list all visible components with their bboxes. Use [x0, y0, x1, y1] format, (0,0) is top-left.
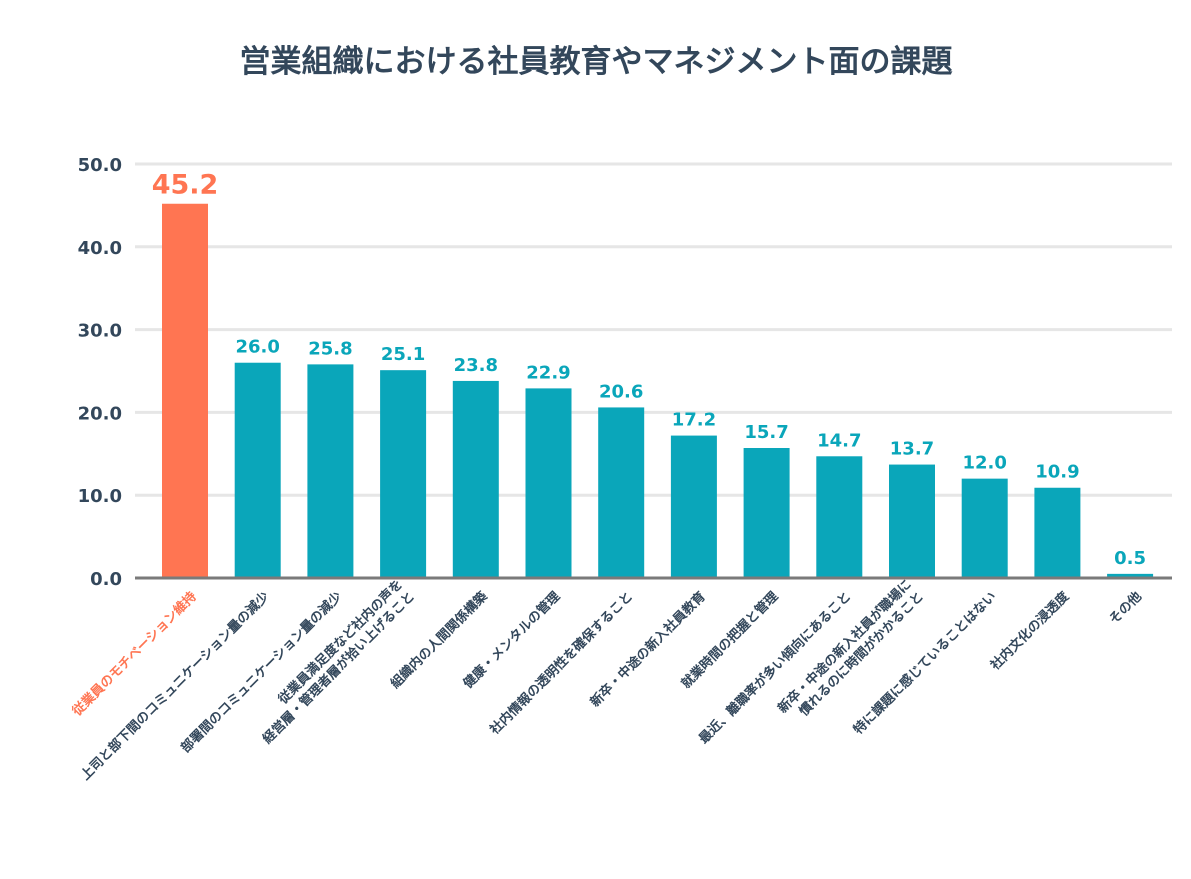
x-tick-label-line: 従業員のモチベーション維持 — [68, 589, 199, 720]
y-tick-label: 10.0 — [78, 486, 122, 507]
bar — [961, 478, 1008, 578]
x-tick-label-line: 経営層・管理者層が拾い上げること — [260, 589, 418, 747]
bars — [162, 203, 1154, 578]
value-label: 12.0 — [962, 453, 1006, 474]
y-tick-label: 20.0 — [78, 403, 122, 424]
bar — [1107, 573, 1154, 578]
x-tick-label-line: 新卒・中途の新入社員教育 — [587, 589, 709, 711]
x-tick-label: 社内情報の透明性を確保すること — [486, 589, 636, 739]
x-tick-label-line: その他 — [1106, 589, 1145, 628]
x-tick-label: 従業員のモチベーション維持 — [68, 589, 199, 720]
value-label: 14.7 — [817, 430, 861, 451]
value-label: 10.9 — [1035, 462, 1079, 483]
x-axis-labels: 従業員のモチベーション維持上司と部下間のコミュニケーション量の減少部署間のコミュ… — [68, 576, 1144, 783]
y-tick-label: 50.0 — [78, 155, 122, 176]
bar — [380, 370, 427, 578]
value-label: 23.8 — [454, 355, 498, 376]
value-labels: 45.2 26.0 25.8 25.1 23.8 22.9 20.6 17.2 15.7 14.7… — [152, 170, 1146, 569]
y-axis-ticks: 0.0 10.0 20.0 30.0 40.0 50.0 — [78, 155, 122, 590]
y-tick-label: 30.0 — [78, 321, 122, 342]
value-label: 22.9 — [526, 362, 570, 383]
value-label: 45.2 — [152, 170, 219, 201]
bar — [598, 407, 645, 578]
bar — [452, 380, 499, 578]
value-label: 25.1 — [381, 344, 425, 365]
x-tick-label-line: 社内情報の透明性を確保すること — [486, 589, 636, 739]
value-label: 15.7 — [744, 422, 788, 443]
bar — [307, 364, 354, 578]
bar — [889, 464, 935, 578]
bar — [162, 203, 208, 578]
bar — [234, 362, 281, 578]
value-label: 13.7 — [890, 439, 934, 460]
value-label: 25.8 — [308, 338, 352, 359]
x-tick-label-line: 慣れるのに時間がかかること — [796, 589, 927, 720]
gridlines — [135, 162, 1172, 497]
y-tick-label: 40.0 — [78, 238, 122, 259]
bar — [525, 388, 572, 578]
x-tick-label: その他 — [1106, 589, 1145, 628]
bar — [816, 456, 863, 578]
y-tick-label: 0.0 — [90, 569, 122, 590]
value-label: 26.0 — [235, 337, 279, 358]
x-tick-label: 社内文化の浸透度 — [987, 588, 1073, 674]
bar — [743, 448, 790, 578]
bar — [670, 435, 717, 578]
x-tick-label-line: 社内文化の浸透度 — [987, 588, 1073, 674]
value-label: 20.6 — [599, 381, 643, 402]
x-tick-label: 新卒・中途の新入社員教育 — [587, 589, 709, 711]
chart-title: 営業組織における社員教育やマネジメント面の課題 — [240, 44, 953, 80]
value-label: 17.2 — [672, 410, 716, 431]
value-label: 0.5 — [1114, 548, 1146, 569]
bar — [1034, 487, 1081, 578]
